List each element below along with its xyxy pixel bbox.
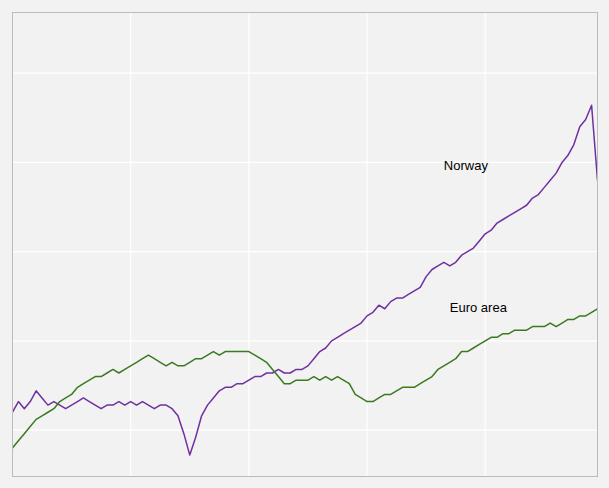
svg-text:Euro area: Euro area	[450, 300, 508, 315]
svg-text:Norway: Norway	[444, 158, 489, 173]
